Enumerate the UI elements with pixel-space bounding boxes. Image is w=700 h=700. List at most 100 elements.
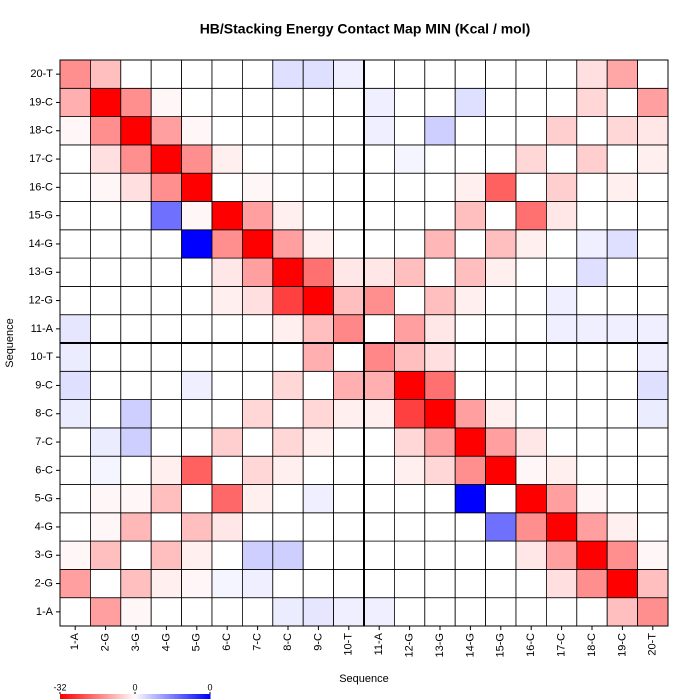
cell (515, 597, 547, 627)
cell (637, 87, 669, 118)
cell (546, 370, 578, 400)
cell (485, 597, 517, 627)
cell (515, 540, 547, 570)
cell (241, 540, 274, 570)
cell (485, 201, 517, 231)
cell (485, 257, 517, 287)
cell (181, 399, 213, 429)
cell (424, 172, 456, 202)
cell (211, 172, 243, 202)
colorbar-swatch (80, 694, 83, 699)
cell (454, 512, 487, 542)
cell (241, 59, 274, 89)
cell (637, 59, 669, 89)
cell (272, 257, 304, 287)
cell (576, 597, 608, 627)
cell (363, 229, 395, 259)
cell (333, 455, 365, 485)
colorbar-swatch (105, 694, 108, 699)
cell (393, 116, 426, 146)
cell (515, 569, 547, 599)
cell (363, 87, 395, 118)
y-tick-label: 13-G (29, 266, 53, 278)
cell (241, 342, 274, 372)
cell (211, 201, 243, 231)
cell (363, 512, 395, 542)
cell (637, 257, 669, 287)
x-tick-label: 4-G (160, 633, 172, 651)
cell (59, 257, 91, 287)
colorbar-swatch (112, 694, 116, 699)
cell (454, 427, 487, 457)
cell (454, 59, 487, 89)
colorbar-swatch (127, 694, 131, 699)
cell (150, 512, 182, 542)
cell (363, 342, 395, 372)
cell (363, 116, 395, 146)
cell (302, 399, 335, 429)
cell (485, 540, 517, 570)
y-tick-label: 5-G (35, 493, 53, 505)
colorbar-tick-label: 0 (207, 682, 212, 692)
cell (302, 285, 335, 316)
cell (363, 597, 395, 627)
cell (333, 370, 365, 400)
y-tick-label: 17-C (29, 153, 53, 165)
x-tick-label: 14-G (464, 633, 476, 657)
cell (485, 144, 517, 174)
cell (241, 569, 274, 599)
cell (546, 144, 578, 174)
cell (120, 144, 152, 174)
cell (454, 257, 487, 287)
colorbar-swatch (97, 694, 101, 699)
y-tick-label: 14-G (29, 238, 53, 250)
x-tick-label: 19-C (616, 633, 628, 657)
cell (181, 370, 213, 400)
cell (150, 87, 182, 118)
cell (90, 455, 122, 485)
cell (90, 597, 122, 627)
cell (637, 342, 669, 372)
cell (181, 87, 213, 118)
cell (302, 370, 335, 400)
cell (302, 59, 335, 89)
cell (393, 540, 426, 570)
cell (150, 569, 182, 599)
colorbar-swatch (170, 694, 173, 699)
colorbar-swatch (182, 694, 186, 699)
cell (546, 540, 578, 570)
cell (120, 597, 152, 627)
x-tick-label: 12-G (404, 633, 416, 657)
cell (424, 116, 456, 146)
cell (333, 540, 365, 570)
cell (150, 370, 182, 400)
cell (302, 427, 335, 457)
cell (637, 314, 669, 344)
cell (515, 59, 547, 89)
cell (211, 342, 243, 372)
cell (363, 201, 395, 231)
cell (90, 172, 122, 202)
cell (363, 540, 395, 570)
cell (637, 512, 669, 542)
cell (454, 370, 487, 400)
cell (363, 257, 395, 287)
cell (150, 540, 182, 570)
cell (606, 172, 639, 202)
cell (424, 87, 456, 118)
cell (546, 484, 578, 514)
cell (181, 314, 213, 344)
cell (333, 87, 365, 118)
cell (424, 314, 456, 344)
colorbar-swatch (165, 694, 168, 699)
cell (637, 144, 669, 174)
cell (59, 229, 91, 259)
x-tick-label: 20-T (647, 633, 659, 656)
cell (454, 455, 487, 485)
cell (454, 285, 487, 316)
colorbar-swatch (180, 694, 183, 699)
cell (485, 455, 517, 485)
cell (424, 144, 456, 174)
cell (363, 370, 395, 400)
colorbar-swatch (157, 694, 161, 699)
